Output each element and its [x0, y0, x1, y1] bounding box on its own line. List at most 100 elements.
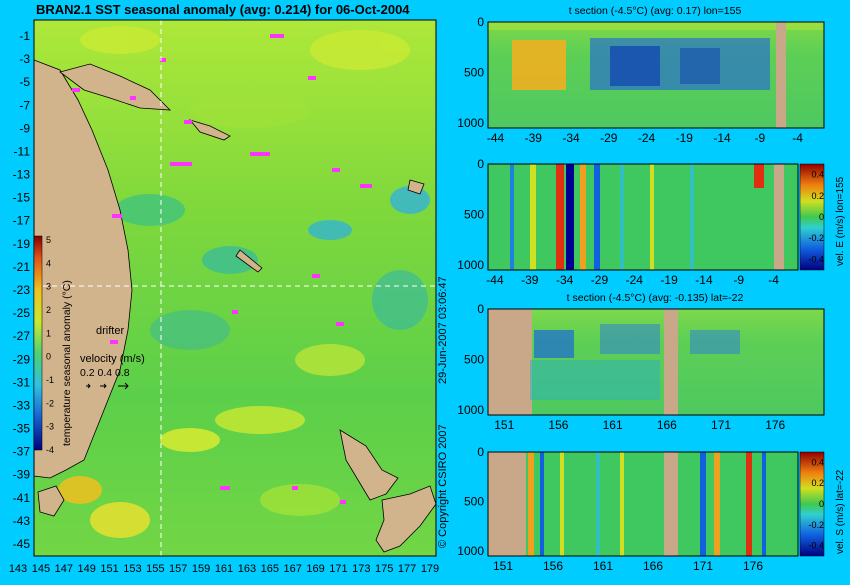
section-x-tick-label: 161 [603, 418, 623, 432]
section-x-tick-label: -44 [486, 273, 504, 287]
drifter-markers [72, 34, 372, 504]
section-x-tick-label: -29 [600, 131, 618, 145]
section-x-tick-label: -24 [638, 131, 656, 145]
velocity-colorbar-tick: 0 [819, 499, 824, 509]
velocity-legend-values: 0.2 0.4 0.8 [80, 367, 130, 379]
section-3-y-ticks: 0 500 1000 [457, 302, 484, 417]
section-y-tick-label: 0 [477, 15, 484, 29]
map-lat-ticks: -1 -3 -5 -7 -9 -11 -13 -15 -17 -19 -21 -23 -25 -27 -29… [13, 29, 31, 551]
section-x-tick-label: 151 [494, 418, 514, 432]
section-2-frame [487, 163, 799, 271]
sst-colorbar-tick: 2 [46, 305, 51, 315]
section-x-tick-label: -24 [626, 273, 644, 287]
section-panel-1: t section (-4.5°C) (avg: 0.17) lon=155 -… [457, 5, 825, 145]
lon-tick-label: 171 [329, 563, 347, 575]
section-x-tick-label: -29 [591, 273, 609, 287]
section-x-tick-label: -19 [676, 131, 694, 145]
timestamp-text: 29-Jun-2007 03:06:47 [437, 276, 449, 384]
lon-tick-label: 163 [238, 563, 256, 575]
section-x-tick-label: 156 [548, 418, 568, 432]
lon-tick-label: 147 [55, 563, 73, 575]
lat-tick-label: -43 [13, 514, 31, 528]
figure-title: BRAN2.1 SST seasonal anomaly (avg: 0.214… [36, 2, 410, 17]
sst-colorbar-tick: 0 [46, 352, 51, 362]
section-2-colorbar [799, 163, 825, 271]
section-4-colorbar-ticks: 0.4 0.2 0 -0.2 -0.4 [808, 457, 824, 550]
section-x-tick-label: -4 [768, 273, 779, 287]
map-lon-ticks: 143 145 147 149 151 153 155 157 159 161 163 165 167 1… [9, 563, 439, 575]
section-x-tick-label: 156 [543, 559, 563, 573]
section-x-tick-label: 171 [711, 418, 731, 432]
lat-tick-label: -29 [13, 352, 31, 366]
velocity-colorbar-tick: 0 [819, 212, 824, 222]
sst-colorbar-ticks: 5 4 3 2 1 0 -1 -2 -3 -4 [46, 235, 54, 455]
section-x-tick-label: -14 [713, 131, 731, 145]
lon-tick-label: 175 [375, 563, 393, 575]
lat-tick-label: -3 [19, 52, 30, 66]
drifter-marker [170, 162, 192, 166]
lon-tick-label: 161 [215, 563, 233, 575]
lat-tick-label: -17 [13, 214, 31, 228]
lon-tick-label: 143 [9, 563, 27, 575]
section-x-tick-label: 161 [593, 559, 613, 573]
velocity-arrow-small [86, 383, 91, 389]
lat-tick-label: -39 [13, 468, 31, 482]
sst-colorbar-tick: -2 [46, 398, 54, 408]
section-x-tick-label: 166 [643, 559, 663, 573]
lon-tick-label: 145 [32, 563, 50, 575]
drifter-marker [220, 486, 230, 490]
lon-tick-label: 173 [352, 563, 370, 575]
section-4-x-ticks: 151 156 161 166 171 176 [493, 559, 763, 573]
sst-colorbar-tick: 5 [46, 235, 51, 245]
map-eddies [58, 26, 430, 538]
lat-tick-label: -21 [13, 260, 31, 274]
lon-tick-label: 179 [421, 563, 439, 575]
sst-colorbar-tick: -3 [46, 422, 54, 432]
sst-map: -1-3-5-7-9-11-13-15-17-19-21-23-25-27-29… [9, 19, 439, 575]
section-panel-3: t section (-4.5°C) (avg: -0.135) lat=-22… [457, 292, 825, 432]
section-y-tick-label: 1000 [457, 403, 484, 417]
section-x-tick-label: -4 [792, 131, 803, 145]
section-y-tick-label: 1000 [457, 258, 484, 272]
lat-tick-label: -19 [13, 237, 31, 251]
section-x-tick-label: 151 [493, 559, 513, 573]
land-australia [33, 59, 133, 479]
lon-tick-label: 167 [283, 563, 301, 575]
velocity-colorbar-tick: -0.2 [808, 233, 824, 243]
velocity-colorbar-tick: 0.2 [811, 478, 824, 488]
section-3-frame [487, 308, 825, 416]
land-new-caledonia [235, 249, 263, 273]
lat-tick-label: -45 [13, 537, 31, 551]
section-2-x-ticks: -44 -39 -34 -29 -24 -19 -14 -9 -4 [486, 273, 779, 287]
section-x-tick-label: 171 [693, 559, 713, 573]
copyright-text: © Copyright CSIRO 2007 [437, 424, 449, 548]
section-4-colorbar [799, 451, 825, 557]
section-panel-2: 0.4 0.2 0 -0.2 -0.4 vel. E (m/s) lon=155 -44… [457, 157, 846, 287]
drifter-marker [72, 88, 80, 92]
section-2-colorbar-label: vel. E (m/s) lon=155 [835, 176, 846, 266]
section-y-tick-label: 0 [477, 302, 484, 316]
section-x-tick-label: -19 [660, 273, 678, 287]
lat-tick-label: -31 [13, 375, 31, 389]
sst-colorbar [33, 235, 43, 451]
sst-colorbar-tick: 3 [46, 282, 51, 292]
velocity-colorbar-tick: -0.2 [808, 520, 824, 530]
section-x-tick-label: 166 [657, 418, 677, 432]
section-x-tick-label: -34 [562, 131, 580, 145]
section-x-tick-label: 176 [765, 418, 785, 432]
section-x-tick-label: -34 [556, 273, 574, 287]
section-x-tick-label: -39 [525, 131, 543, 145]
lat-tick-label: -25 [13, 306, 31, 320]
velocity-colorbar-tick: -0.4 [808, 541, 824, 551]
drifter-marker [232, 310, 238, 314]
section-3-x-ticks: 151 156 161 166 171 176 [494, 418, 785, 432]
drifter-legend-swatch [110, 340, 118, 344]
velocity-colorbar-tick: 0.4 [811, 170, 824, 180]
lat-tick-label: -33 [13, 398, 31, 412]
sst-colorbar-tick: -4 [46, 445, 54, 455]
velocity-legend-arrows [86, 382, 129, 390]
lat-tick-label: -35 [13, 422, 31, 436]
section-y-tick-label: 500 [464, 352, 484, 366]
section-x-tick-label: -44 [487, 131, 505, 145]
